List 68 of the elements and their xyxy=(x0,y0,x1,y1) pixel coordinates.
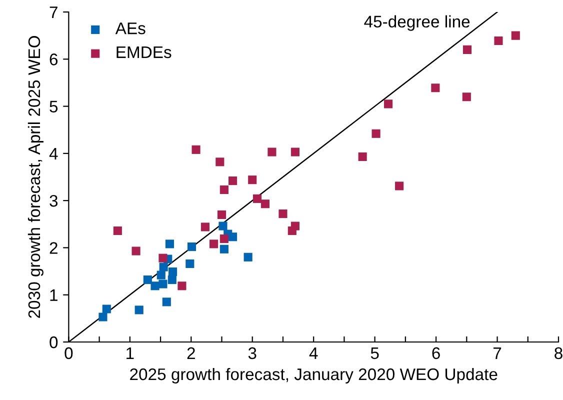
x-tick-label: 8 xyxy=(554,347,562,360)
x-tick-label: 5 xyxy=(370,347,379,360)
y-tick-label: 0 xyxy=(50,336,58,348)
point xyxy=(143,275,152,284)
point xyxy=(228,176,238,186)
point xyxy=(165,240,174,248)
y-tick-label: 6 xyxy=(50,54,58,66)
point xyxy=(431,84,440,92)
point xyxy=(98,312,108,322)
point xyxy=(395,182,404,190)
point xyxy=(220,234,228,244)
point xyxy=(132,246,140,256)
point xyxy=(252,194,262,203)
point xyxy=(134,306,144,314)
point xyxy=(244,252,252,262)
legend-label: EMDEs xyxy=(116,46,172,58)
point xyxy=(217,210,226,219)
point xyxy=(210,240,218,248)
legend-label: AEs xyxy=(115,22,146,34)
y-tick-label: 3 xyxy=(50,194,58,207)
point xyxy=(192,145,200,154)
point xyxy=(220,185,228,194)
y-tick-label: 5 xyxy=(50,100,58,112)
point xyxy=(168,267,178,276)
point xyxy=(372,129,380,138)
y-tick-label: 2 xyxy=(50,242,58,254)
point xyxy=(178,282,186,290)
point xyxy=(218,222,228,230)
point xyxy=(162,298,171,306)
point xyxy=(216,158,224,166)
point xyxy=(187,242,196,252)
point xyxy=(102,304,111,314)
y-tick-label: 4 xyxy=(49,148,58,160)
x-axis-title: 2025 growth forecast, January 2020 WEO Update xyxy=(130,368,498,384)
x-tick-label: 3 xyxy=(248,347,256,360)
point xyxy=(159,262,168,272)
point xyxy=(268,148,276,156)
point xyxy=(168,275,176,284)
y-tick-label: 7 xyxy=(50,6,58,18)
point xyxy=(228,232,238,242)
point xyxy=(278,209,288,218)
x-tick-label: 0 xyxy=(64,347,73,360)
y-tick-label: 1 xyxy=(50,289,58,301)
point xyxy=(494,36,503,46)
point xyxy=(462,92,471,102)
x-tick-label: 6 xyxy=(432,347,440,360)
point xyxy=(200,222,210,232)
point xyxy=(156,270,166,280)
point xyxy=(290,148,300,156)
annotation: 45-degree line xyxy=(364,15,470,31)
x-tick-label: 2 xyxy=(187,347,195,359)
point xyxy=(186,259,194,268)
point xyxy=(384,100,393,108)
point xyxy=(113,226,122,236)
y-axis-title: 2030 growth forecast, April 2025 WEO xyxy=(28,36,44,318)
point xyxy=(511,31,520,40)
point xyxy=(220,244,228,254)
point xyxy=(358,152,367,162)
point xyxy=(150,282,160,290)
point xyxy=(260,200,270,208)
x-tick-label: 7 xyxy=(493,347,502,359)
point xyxy=(288,226,296,236)
x-tick-label: 4 xyxy=(309,347,318,359)
point xyxy=(158,254,168,262)
point xyxy=(158,280,168,288)
point xyxy=(462,45,472,54)
x-tick-label: 1 xyxy=(126,347,134,359)
point xyxy=(248,176,257,184)
